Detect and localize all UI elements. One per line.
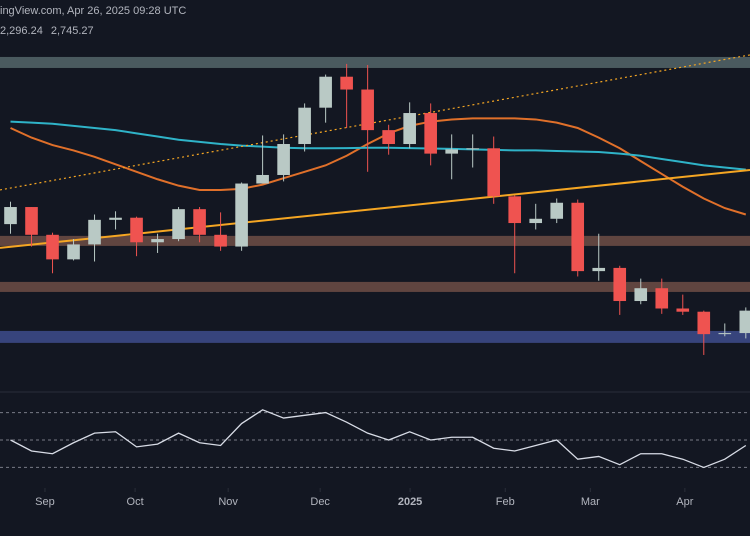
candle-body: [487, 148, 500, 197]
candle-body: [634, 288, 648, 302]
candle-body: [67, 244, 80, 260]
candle-body: [340, 76, 353, 90]
candle-body: [718, 333, 732, 335]
candle-body: [4, 207, 17, 225]
candle-body: [193, 209, 206, 235]
zone: [0, 56, 750, 68]
candle-body: [298, 107, 311, 145]
candle-body: [697, 311, 711, 335]
indicator-label: 2,745.27: [51, 25, 94, 37]
candle-body: [214, 234, 227, 247]
candle-body: [424, 113, 437, 154]
x-tick-label: Feb: [496, 496, 515, 508]
candle-body: [508, 196, 522, 224]
candle-body: [382, 130, 395, 145]
x-tick-label: Apr: [676, 496, 693, 508]
candle-body: [109, 217, 122, 220]
candle-body: [571, 202, 585, 272]
candle-body: [361, 89, 374, 131]
header: ingView.com, Apr 26, 2025 09:28 UTC: [0, 5, 186, 17]
zone: [0, 281, 750, 292]
candle-body: [88, 219, 101, 245]
trendline: [0, 54, 750, 191]
x-tick-label: Dec: [310, 496, 330, 508]
candle-body: [256, 174, 269, 184]
rsi-line: [10, 409, 747, 469]
x-tick-label: Sep: [35, 496, 55, 508]
x-tick-label: Oct: [127, 496, 144, 508]
moving-average: [10, 120, 746, 171]
candle-body: [676, 308, 690, 312]
candle-body: [46, 234, 59, 260]
x-tick-label: 2025: [398, 496, 422, 508]
candle-body: [613, 267, 627, 302]
candle-body: [403, 113, 416, 145]
candle-body: [550, 202, 564, 219]
candle-body: [25, 207, 38, 235]
x-tick-label: Mar: [581, 496, 600, 508]
candle-body: [130, 217, 143, 243]
moving-average: [10, 117, 747, 216]
candle-body: [277, 144, 290, 175]
candle-body: [592, 267, 606, 272]
candle-body: [655, 288, 669, 309]
candle-body: [319, 76, 332, 108]
candle-body: [739, 310, 750, 334]
zone: [0, 235, 750, 246]
x-axis-strip: [0, 488, 750, 536]
candle-body: [466, 148, 479, 150]
candle-body: [445, 149, 458, 154]
candle-body: [172, 209, 185, 240]
x-tick-label: Nov: [218, 496, 238, 508]
trendline: [0, 168, 750, 249]
zone: [0, 330, 750, 343]
indicator-label: 2,296.24: [0, 25, 43, 37]
candle-body: [529, 218, 543, 224]
candle-body: [151, 239, 164, 243]
candle-body: [235, 183, 248, 247]
